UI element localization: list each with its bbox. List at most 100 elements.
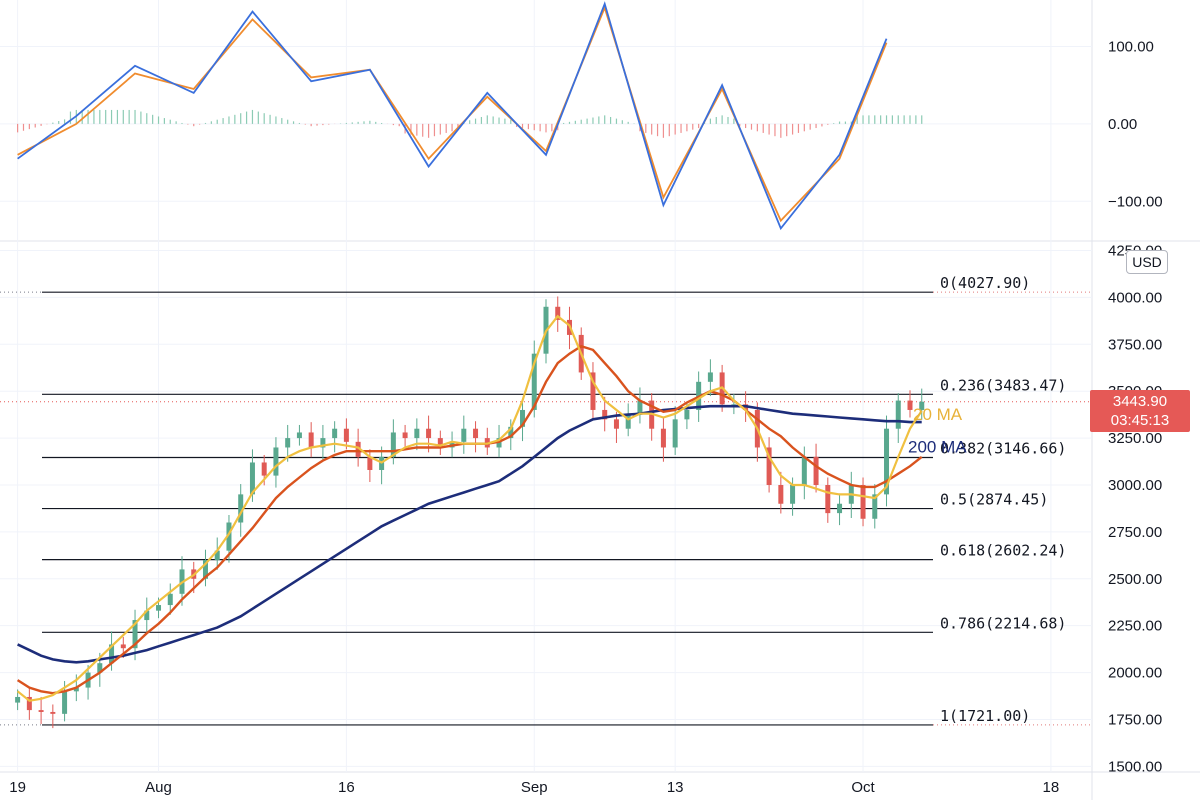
candle-body [872,494,878,519]
candle-body [238,494,244,523]
candle-body [555,306,561,320]
signal-line [17,5,888,223]
candle-body [296,432,302,439]
bar-countdown: 03:45:13 [1110,412,1170,429]
candle-body [38,710,44,712]
fib-level-label: 0(4027.90) [940,274,1030,292]
ma-label: 20 MA [913,405,963,424]
candle-body [801,456,807,485]
ma20-line [16,314,923,702]
candle-body [62,691,68,714]
price-y-tick-label: 3000.00 [1108,477,1162,494]
x-tick-label: 18 [1043,779,1060,796]
ma-label: 200 MA [908,438,967,457]
candle-body [825,484,831,514]
x-tick-label: Oct [851,779,875,796]
price-y-tick-label: 4000.00 [1108,289,1162,306]
ma200-line [17,404,922,664]
ma50-line [16,344,923,695]
candle-body [15,696,21,703]
candle-body [202,560,208,579]
x-tick-label: 13 [667,779,684,796]
candle-body [320,438,326,448]
candle-body [156,605,162,611]
fib-level-label: 1(1721.00) [940,707,1030,725]
candle-body [426,428,432,439]
candle-body [508,426,514,439]
candle-body [520,409,526,427]
price-y-tick-label: 2000.00 [1108,665,1162,682]
candle-body [414,428,420,439]
candle-body [402,432,408,439]
price-y-tick-label: 3250.00 [1108,430,1162,447]
candle-body [895,400,901,429]
fib-level-label: 0.236(3483.47) [940,376,1066,394]
candle-body [813,456,819,485]
candle-body [285,438,291,448]
candle-body [473,428,479,439]
candle-body [97,663,103,673]
fib-level-label: 0.5(2874.45) [940,491,1048,509]
candle-body [637,400,643,414]
candle-body [731,404,737,406]
candle-body [261,462,267,476]
price-y-tick-label: 2750.00 [1108,524,1162,541]
candle-body [766,447,772,485]
last-price: 3443.90 [1112,393,1168,410]
price-y-tick-label: 2250.00 [1108,618,1162,635]
candle-body [437,438,443,448]
osc-y-tick-label: 0.00 [1108,116,1137,133]
candle-body [390,432,396,457]
currency-badge[interactable]: USD [1126,250,1168,274]
x-tick-label: Sep [521,779,548,796]
price-y-tick-label: 1500.00 [1108,758,1162,775]
candle-body [531,353,537,410]
candle-body [50,711,56,714]
candle-body [249,462,255,495]
fib-level-label: 0.382(3146.66) [940,439,1066,457]
osc-y-tick-label: −100.00 [1108,193,1163,210]
candle-body [625,413,631,429]
candle-body [367,456,373,470]
candle-body [132,620,138,649]
price-y-tick-label: 1750.00 [1108,711,1162,728]
candle-body [120,644,126,649]
candle-body [343,428,349,442]
macd-line [17,1,888,231]
candle-body [73,687,79,692]
candle-body [167,593,173,606]
candle-body [590,372,596,410]
candle-body [707,372,713,382]
candle-body [109,644,115,664]
candle-body [332,428,338,439]
candle-body [837,503,843,514]
price-y-tick-label: 3750.00 [1108,336,1162,353]
fib-level-label: 0.618(2602.24) [940,542,1066,560]
candle-body [214,550,220,561]
candle-body [790,484,796,504]
candle-body [919,401,925,410]
candle-body [907,400,913,410]
candle-body [144,610,150,621]
candle-body [660,428,666,448]
candle-body [273,447,279,476]
x-tick-label: Aug [145,779,172,796]
candle-body [26,696,32,711]
candle-body [860,484,866,519]
osc-y-tick-label: 100.00 [1108,38,1154,55]
candle-body [308,432,314,448]
candle-body [226,522,232,551]
x-tick-label: 16 [338,779,355,796]
price-y-tick-label: 2500.00 [1108,571,1162,588]
x-tick-label: 19 [9,779,26,796]
candle-body [884,428,890,495]
candle-body [672,419,678,448]
last-price-tag: 3443.90 03:45:13 [1090,390,1190,432]
candle-body [461,428,467,442]
candle-body [778,484,784,504]
candle-body [613,419,619,429]
candle-body [355,441,361,457]
candle-body [684,409,690,420]
